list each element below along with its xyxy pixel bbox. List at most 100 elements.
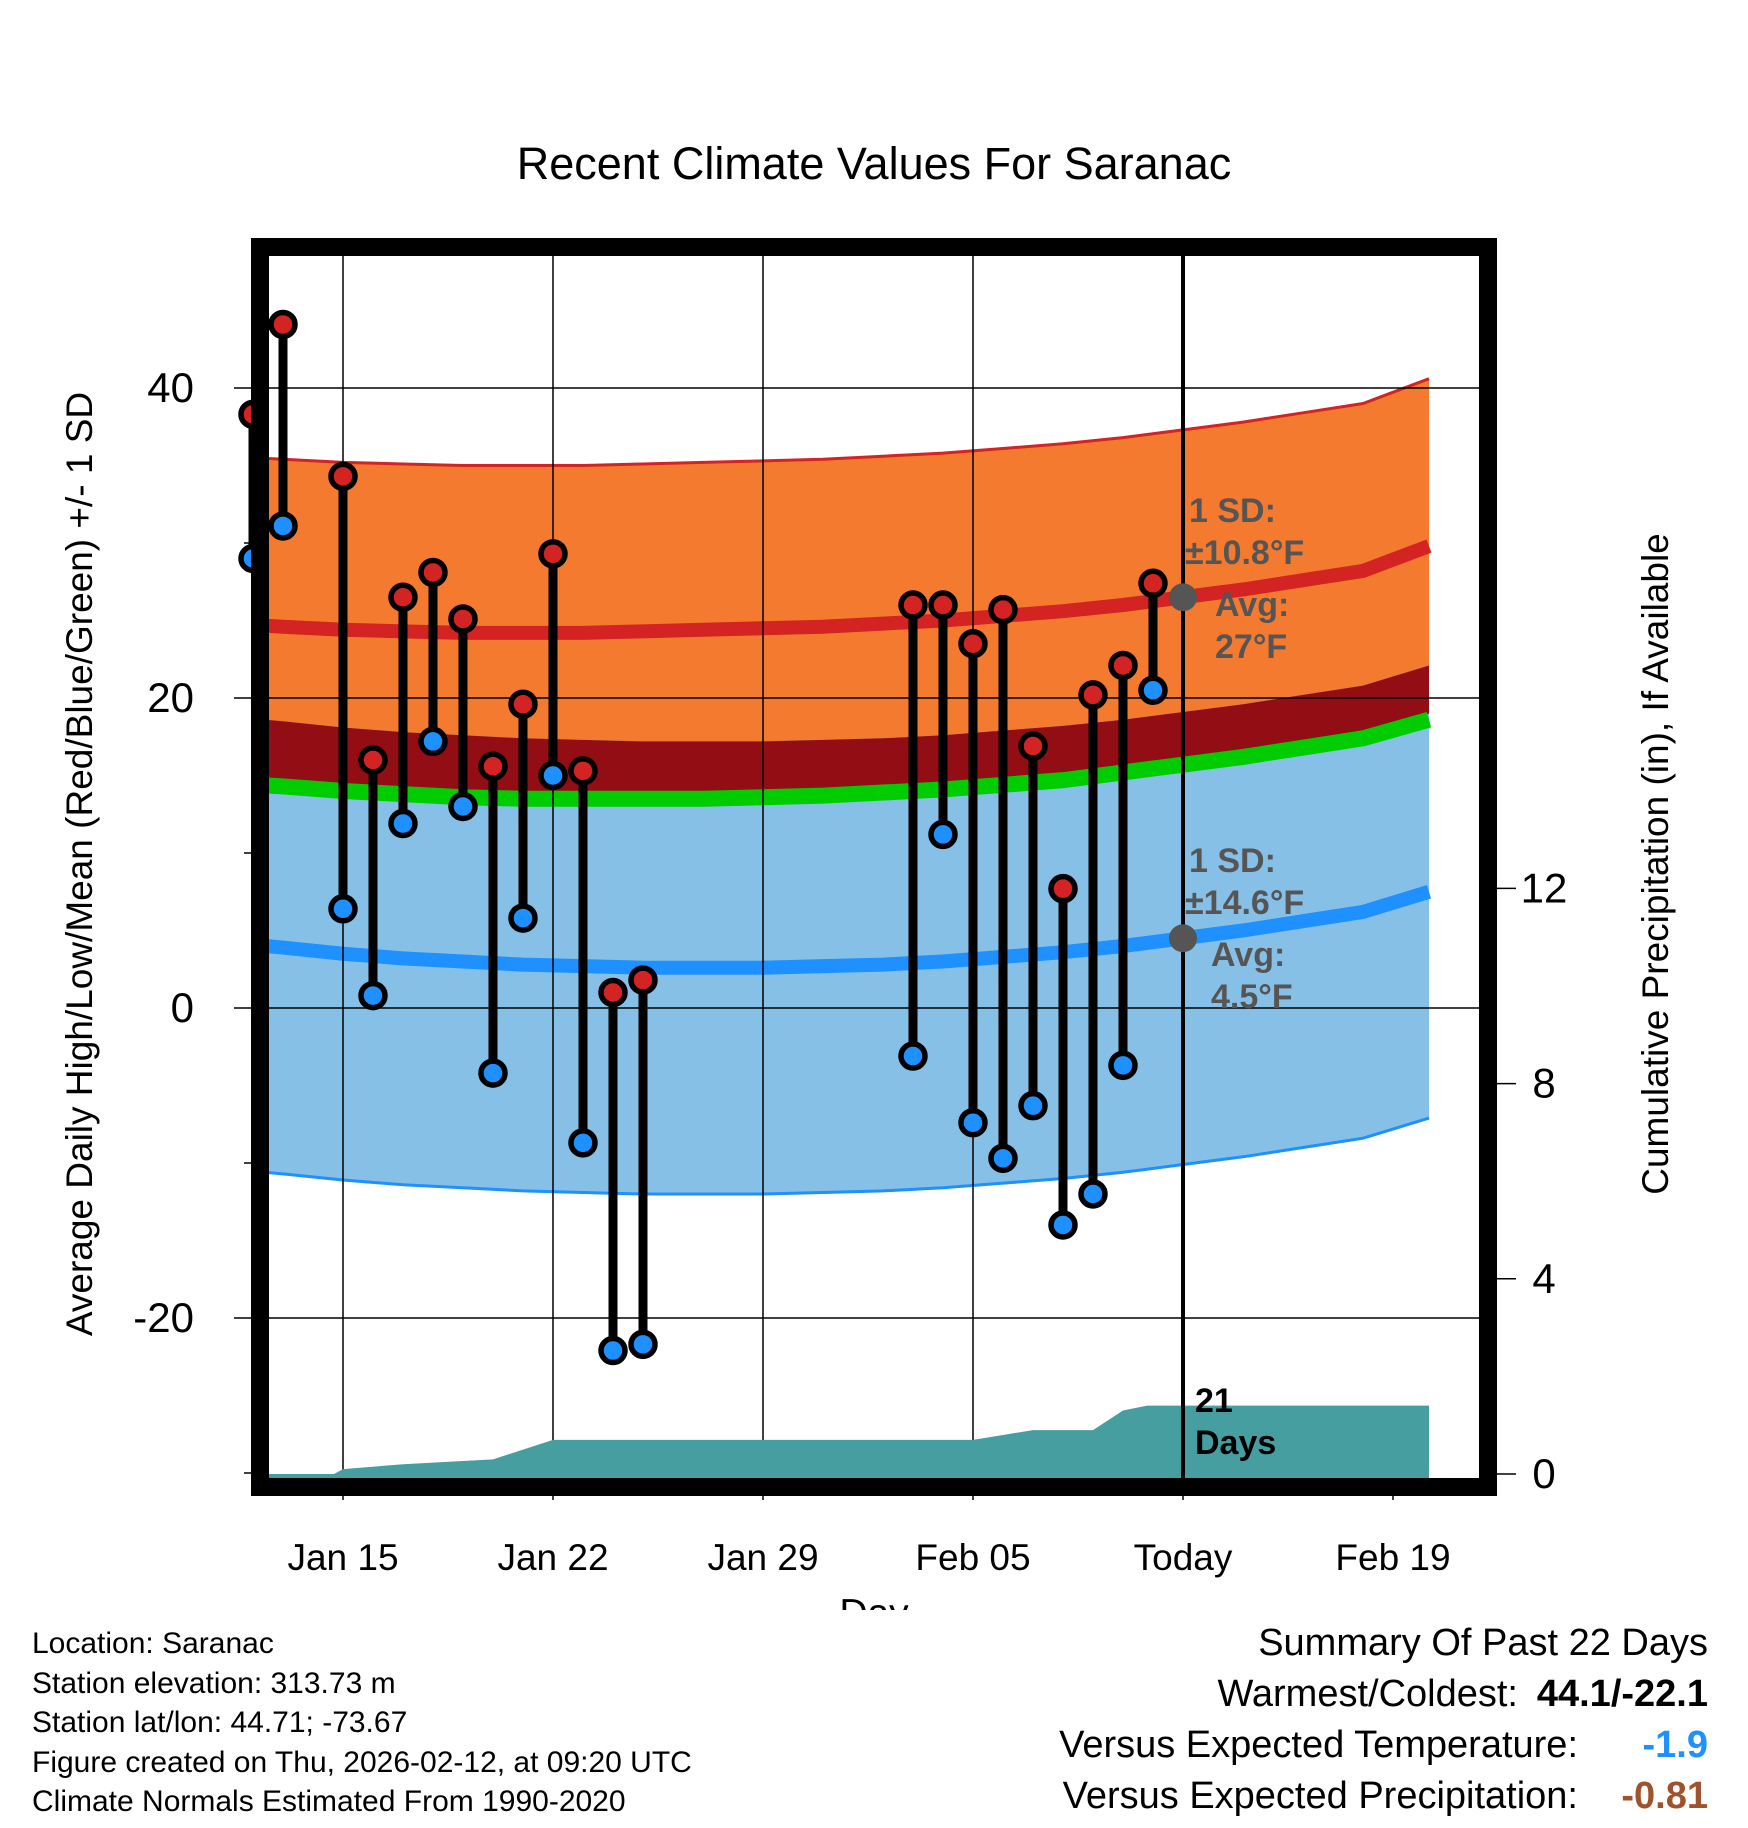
obs-day <box>928 590 958 850</box>
obs-day <box>388 582 418 839</box>
obs-low-point <box>988 1143 1018 1174</box>
chart-title: Recent Climate Values For Saranac <box>517 138 1232 189</box>
obs-low-point <box>358 980 388 1011</box>
obs-high-point <box>1048 873 1078 904</box>
obs-low-point <box>898 1041 928 1071</box>
obs-low-point <box>268 511 298 541</box>
y-axis-label: Average Daily High/Low/Mean (Red/Blue/Gr… <box>59 392 100 1336</box>
obs-day <box>1018 731 1048 1121</box>
obs-low-point <box>628 1329 658 1360</box>
obs-day <box>1078 680 1108 1209</box>
today-low-avg-marker <box>1169 924 1197 953</box>
created-text: Figure created on Thu, 2026-02-12, at 09… <box>32 1745 692 1779</box>
obs-day <box>1048 873 1078 1240</box>
obs-day <box>898 590 928 1071</box>
x-axis-label: Day <box>839 1592 909 1610</box>
obs-day <box>958 629 988 1138</box>
obs-day <box>598 977 628 1366</box>
low-lower-edge <box>266 1116 1430 1196</box>
x-tick-label: Jan 15 <box>287 1537 398 1578</box>
obs-low-point <box>598 1335 628 1366</box>
obs-low-point <box>1048 1210 1078 1240</box>
obs-high-point <box>1078 680 1108 710</box>
obs-day <box>988 594 1018 1174</box>
x-tick-label: Jan 22 <box>497 1537 608 1578</box>
y2-tick-label: 0 <box>1532 1450 1555 1497</box>
temp-anomaly-value: -1.9 <box>1642 1724 1708 1766</box>
precip-anomaly-label: Versus Expected Precipitation: <box>1062 1775 1578 1817</box>
normals-text: Climate Normals Estimated From 1990-2020 <box>32 1785 626 1818</box>
latlon-text: Station lat/lon: 44.71; -73.67 <box>32 1706 408 1739</box>
obs-day <box>538 539 568 791</box>
obs-high-point <box>928 590 958 620</box>
obs-high-point <box>898 590 928 620</box>
obs-high-point <box>508 689 538 719</box>
climate-chart: Recent Climate Values For Saranac 1 SD: ±… <box>59 138 1676 1610</box>
obs-low-point <box>328 894 358 924</box>
obs-low-point <box>418 726 448 757</box>
high-upper-edge <box>266 377 1430 467</box>
obs-low-point <box>1108 1050 1138 1081</box>
x-tick-label: Today <box>1134 1537 1233 1578</box>
obs-high-point <box>478 751 508 781</box>
days-count: 21 <box>1195 1382 1233 1420</box>
precip-area <box>266 1405 1429 1481</box>
warm-cold-value: 44.1/-22.1 <box>1536 1673 1708 1715</box>
obs-high-point <box>268 309 298 340</box>
obs-day <box>268 309 298 541</box>
x-tick-label: Jan 29 <box>707 1537 818 1578</box>
location-text: Location: Saranac <box>32 1627 274 1660</box>
high-sd-label: 1 SD: <box>1189 492 1276 530</box>
high-avg-label: Avg: <box>1215 586 1289 624</box>
plot-frame <box>251 238 1497 1496</box>
avg-high-line <box>266 539 1432 640</box>
summary-title: Summary Of Past 22 Days <box>1258 1622 1708 1664</box>
summary-panel: Summary Of Past 22 Days Warmest/Coldest:… <box>1059 1618 1708 1822</box>
obs-high-point <box>418 557 448 588</box>
obs-day <box>508 689 538 933</box>
low-avg-value: 4.5°F <box>1211 978 1293 1016</box>
obs-low-point <box>448 791 478 822</box>
y2-tick-label: 4 <box>1532 1255 1555 1302</box>
obs-day <box>328 461 358 924</box>
obs-low-point <box>388 808 418 839</box>
high-sd-value: ±10.8°F <box>1185 534 1304 572</box>
obs-low-point <box>508 903 538 933</box>
y2-tick-label: 8 <box>1532 1060 1555 1107</box>
precip-anomaly-value: -0.81 <box>1621 1775 1708 1817</box>
obs-high-point <box>568 756 598 786</box>
y-tick-label: 0 <box>171 984 194 1031</box>
obs-low-point <box>568 1128 598 1158</box>
obs-low-point <box>538 760 568 791</box>
obs-low-point <box>478 1058 508 1088</box>
y-tick-label: 20 <box>147 674 194 721</box>
avg-low-line <box>266 885 1432 975</box>
y-tick-label: -20 <box>133 1294 194 1341</box>
days-label: Days <box>1195 1424 1276 1462</box>
obs-low-point <box>1078 1179 1108 1209</box>
obs-low-point <box>1018 1090 1048 1121</box>
obs-day <box>628 965 658 1360</box>
obs-day <box>358 745 388 1011</box>
temp-anomaly-label: Versus Expected Temperature: <box>1059 1724 1578 1766</box>
y2-axis-label: Cumulative Precipitation (in), If Availa… <box>1635 533 1676 1195</box>
obs-day <box>568 756 598 1158</box>
high-avg-value: 27°F <box>1215 628 1287 666</box>
obs-day <box>1108 650 1138 1081</box>
obs-high-point <box>388 582 418 612</box>
x-tick-label: Feb 05 <box>915 1537 1030 1578</box>
obs-high-point <box>1108 650 1138 681</box>
y-tick-label: 40 <box>147 364 194 411</box>
obs-low-point <box>1138 675 1168 705</box>
obs-high-point <box>328 461 358 492</box>
x-tick-label: Feb 19 <box>1335 1537 1450 1578</box>
obs-high-point <box>958 629 988 659</box>
obs-day <box>478 751 508 1088</box>
obs-high-point <box>1138 568 1168 599</box>
avg-mean-line <box>266 711 1432 807</box>
obs-high-point <box>358 745 388 775</box>
obs-high-point <box>448 604 478 634</box>
obs-day <box>448 604 478 822</box>
obs-day <box>1138 568 1168 705</box>
obs-low-point <box>958 1107 988 1138</box>
